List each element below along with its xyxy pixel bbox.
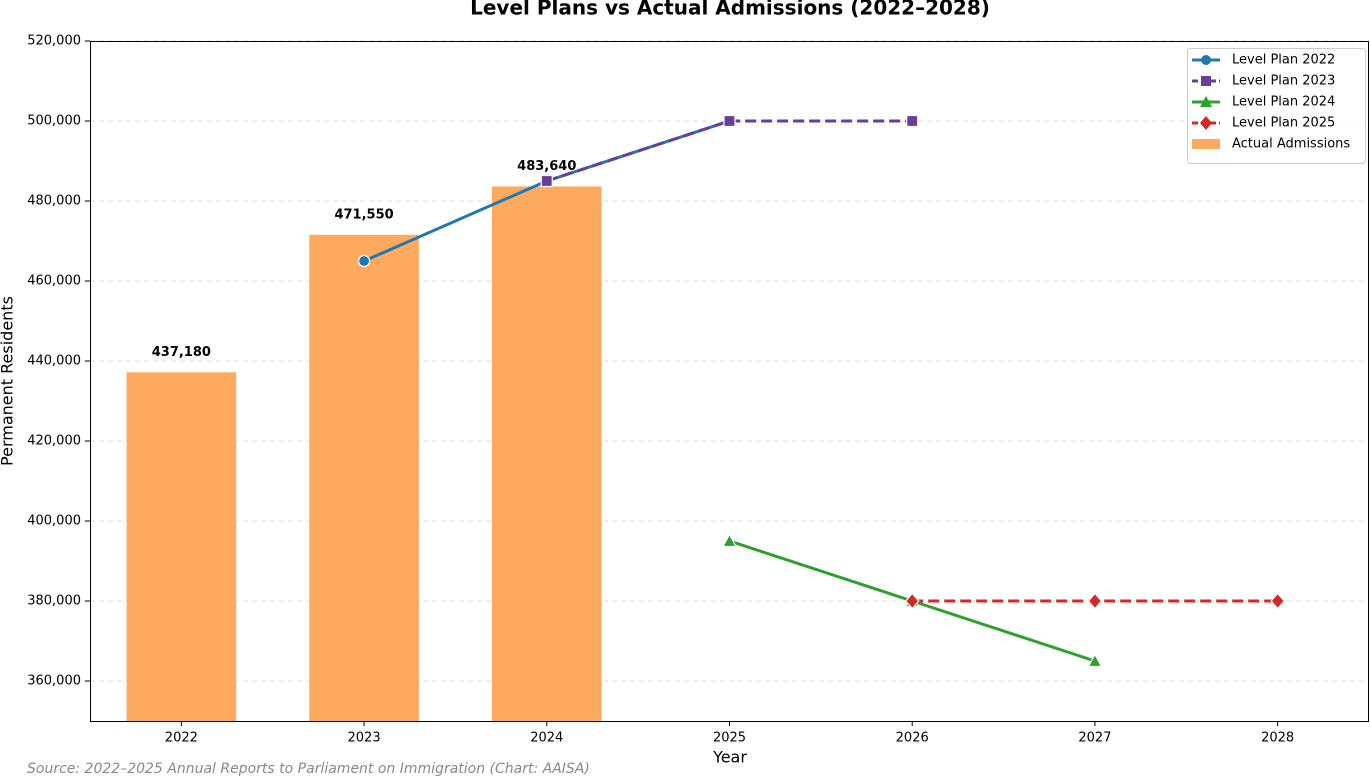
legend-label: Level Plan 2022 [1232, 53, 1335, 68]
marker [1270, 592, 1285, 610]
x-axis-label: Year [712, 748, 747, 767]
x-tick-label: 2026 [896, 731, 929, 746]
y-axis-label: Permanent Residents [0, 296, 17, 466]
marker [1087, 592, 1103, 610]
x-tick-label: 2028 [1261, 731, 1294, 746]
y-tick-label: 360,000 [27, 674, 81, 689]
plot-area: 437,180 471,550 483,640 [126, 114, 1285, 722]
x-tick-label: 2024 [530, 731, 563, 746]
marker [1087, 653, 1103, 668]
x-tick-label: 2022 [165, 731, 198, 746]
source-note: Source: 2022–2025 Annual Reports to Parl… [27, 761, 590, 777]
y-tick-label: 480,000 [27, 194, 81, 209]
y-tick-label: 420,000 [27, 434, 81, 449]
x-tick-label: 2025 [713, 731, 746, 746]
y-tick-label: 460,000 [27, 274, 81, 289]
bar [126, 372, 237, 721]
legend-swatch [1192, 139, 1220, 149]
y-tick-label: 400,000 [27, 514, 81, 529]
legend: Level Plan 2022 Level Plan 2023 Level Plan… [1187, 48, 1366, 164]
value-label: 471,550 [334, 207, 393, 222]
value-label: 437,180 [152, 345, 211, 360]
y-tick-label: 440,000 [27, 354, 81, 369]
legend-marker [1201, 55, 1211, 65]
legend-marker [1200, 96, 1212, 107]
legend-label: Level Plan 2024 [1232, 95, 1335, 110]
legend-marker [1200, 116, 1212, 130]
legend-label: Level Plan 2023 [1232, 74, 1335, 89]
marker [723, 114, 736, 128]
x-tick-label: 2023 [348, 731, 381, 746]
chart-title: Level Plans vs Actual Admissions (2022–2… [470, 0, 990, 20]
y-tick-label: 520,000 [27, 34, 81, 49]
y-tick-label: 500,000 [27, 114, 81, 129]
marker [906, 114, 919, 128]
marker [904, 592, 920, 610]
line [546, 119, 913, 183]
legend-label: Level Plan 2025 [1232, 116, 1335, 131]
value-label: 483,640 [517, 159, 576, 174]
axes-frame [90, 41, 1369, 722]
bar [309, 234, 419, 722]
x-tick-label: 2027 [1078, 731, 1111, 746]
marker [357, 254, 371, 268]
legend-label: Actual Admissions [1232, 137, 1350, 152]
legend-box [1187, 48, 1366, 164]
bar [491, 186, 602, 721]
y-tick-label: 380,000 [27, 594, 81, 609]
legend-marker [1201, 76, 1211, 86]
grid [90, 40, 1369, 682]
marker [540, 174, 553, 188]
marker [721, 533, 738, 548]
